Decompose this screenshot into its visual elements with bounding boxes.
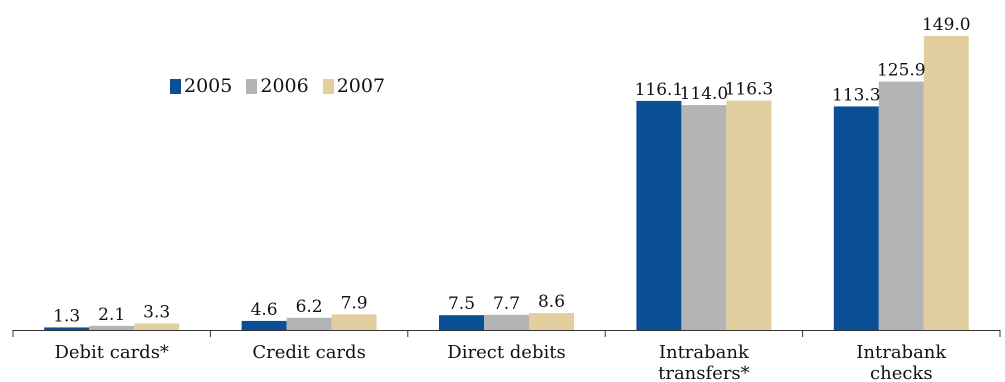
category-label-direct-debits: Direct debits bbox=[447, 342, 565, 363]
bar-credit-cards-2007 bbox=[331, 314, 377, 330]
legend-item-2005: 2005 bbox=[170, 75, 232, 97]
bar-debit-cards-2006 bbox=[89, 325, 135, 330]
bar-intrabank-checks-2007 bbox=[923, 36, 969, 330]
value-label-direct-debits-2006: 7.7 bbox=[493, 294, 520, 314]
category-label-line: transfers* bbox=[658, 363, 750, 382]
legend: 2005 2006 2007 bbox=[170, 75, 399, 97]
category-label-debit-cards: Debit cards* bbox=[54, 342, 169, 363]
x-ticks-layer bbox=[12, 330, 1001, 337]
legend-item-2006: 2006 bbox=[246, 75, 309, 97]
category-label-line: Direct debits bbox=[447, 342, 565, 363]
bar-direct-debits-2007 bbox=[529, 313, 574, 330]
legend-swatch-2005 bbox=[170, 78, 181, 94]
value-label-intrabank-checks-2007: 149.0 bbox=[922, 15, 971, 35]
category-labels-layer: Debit cards* Credit cards Direct debits Int… bbox=[54, 342, 947, 382]
category-label-line: Credit cards bbox=[252, 342, 365, 363]
value-label-intrabank-checks-2006: 125.9 bbox=[877, 61, 926, 81]
legend-swatch-2007 bbox=[322, 78, 334, 94]
bar-debit-cards-2005 bbox=[44, 327, 90, 330]
bar-direct-debits-2005 bbox=[439, 315, 484, 330]
bar-debit-cards-2007 bbox=[134, 323, 180, 330]
value-label-credit-cards-2006: 6.2 bbox=[296, 297, 323, 317]
category-label-intrabank-checks: Intrabank checks bbox=[856, 342, 947, 382]
value-label-direct-debits-2007: 8.6 bbox=[538, 292, 565, 312]
category-label-line: Debit cards* bbox=[54, 342, 169, 363]
category-label-line: Intrabank bbox=[856, 342, 947, 363]
value-labels-layer: 1.3 2.1 3.3 4.6 6.2 7.9 7.5 7.7 8.6 116.1114.0116… bbox=[53, 15, 970, 326]
value-label-intrabank-transfers-2005: 116.1 bbox=[635, 80, 684, 100]
bar-credit-cards-2005 bbox=[241, 320, 287, 330]
value-label-intrabank-transfers-2006: 114.0 bbox=[680, 84, 729, 104]
value-label-direct-debits-2005: 7.5 bbox=[448, 294, 475, 314]
category-label-credit-cards: Credit cards bbox=[252, 342, 365, 363]
bars-layer bbox=[44, 36, 969, 331]
category-label-line: Intrabank bbox=[659, 342, 750, 363]
legend-label-2006: 2006 bbox=[260, 75, 309, 97]
category-label-line: checks bbox=[870, 363, 933, 382]
legend-swatch-2006 bbox=[246, 78, 258, 94]
bar-intrabank-checks-2006 bbox=[878, 81, 924, 330]
bar-intrabank-transfers-2007 bbox=[726, 100, 772, 330]
value-label-credit-cards-2005: 4.6 bbox=[251, 300, 278, 320]
value-label-debit-cards-2007: 3.3 bbox=[143, 302, 170, 322]
bar-direct-debits-2006 bbox=[484, 314, 529, 330]
bar-intrabank-transfers-2006 bbox=[681, 105, 727, 331]
value-label-credit-cards-2007: 7.9 bbox=[341, 293, 368, 313]
bar-intrabank-transfers-2005 bbox=[636, 100, 682, 330]
bar-intrabank-checks-2005 bbox=[833, 106, 879, 330]
value-label-intrabank-transfers-2007: 116.3 bbox=[725, 80, 774, 100]
value-label-intrabank-checks-2005: 113.3 bbox=[832, 85, 881, 105]
bar-credit-cards-2006 bbox=[286, 317, 332, 330]
value-label-debit-cards-2006: 2.1 bbox=[98, 305, 125, 325]
legend-label-2007: 2007 bbox=[336, 75, 386, 97]
value-label-debit-cards-2005: 1.3 bbox=[53, 306, 80, 326]
category-label-intrabank-transfers: Intrabank transfers* bbox=[658, 342, 750, 382]
legend-label-2005: 2005 bbox=[184, 75, 233, 97]
legend-item-2007: 2007 bbox=[322, 75, 386, 97]
